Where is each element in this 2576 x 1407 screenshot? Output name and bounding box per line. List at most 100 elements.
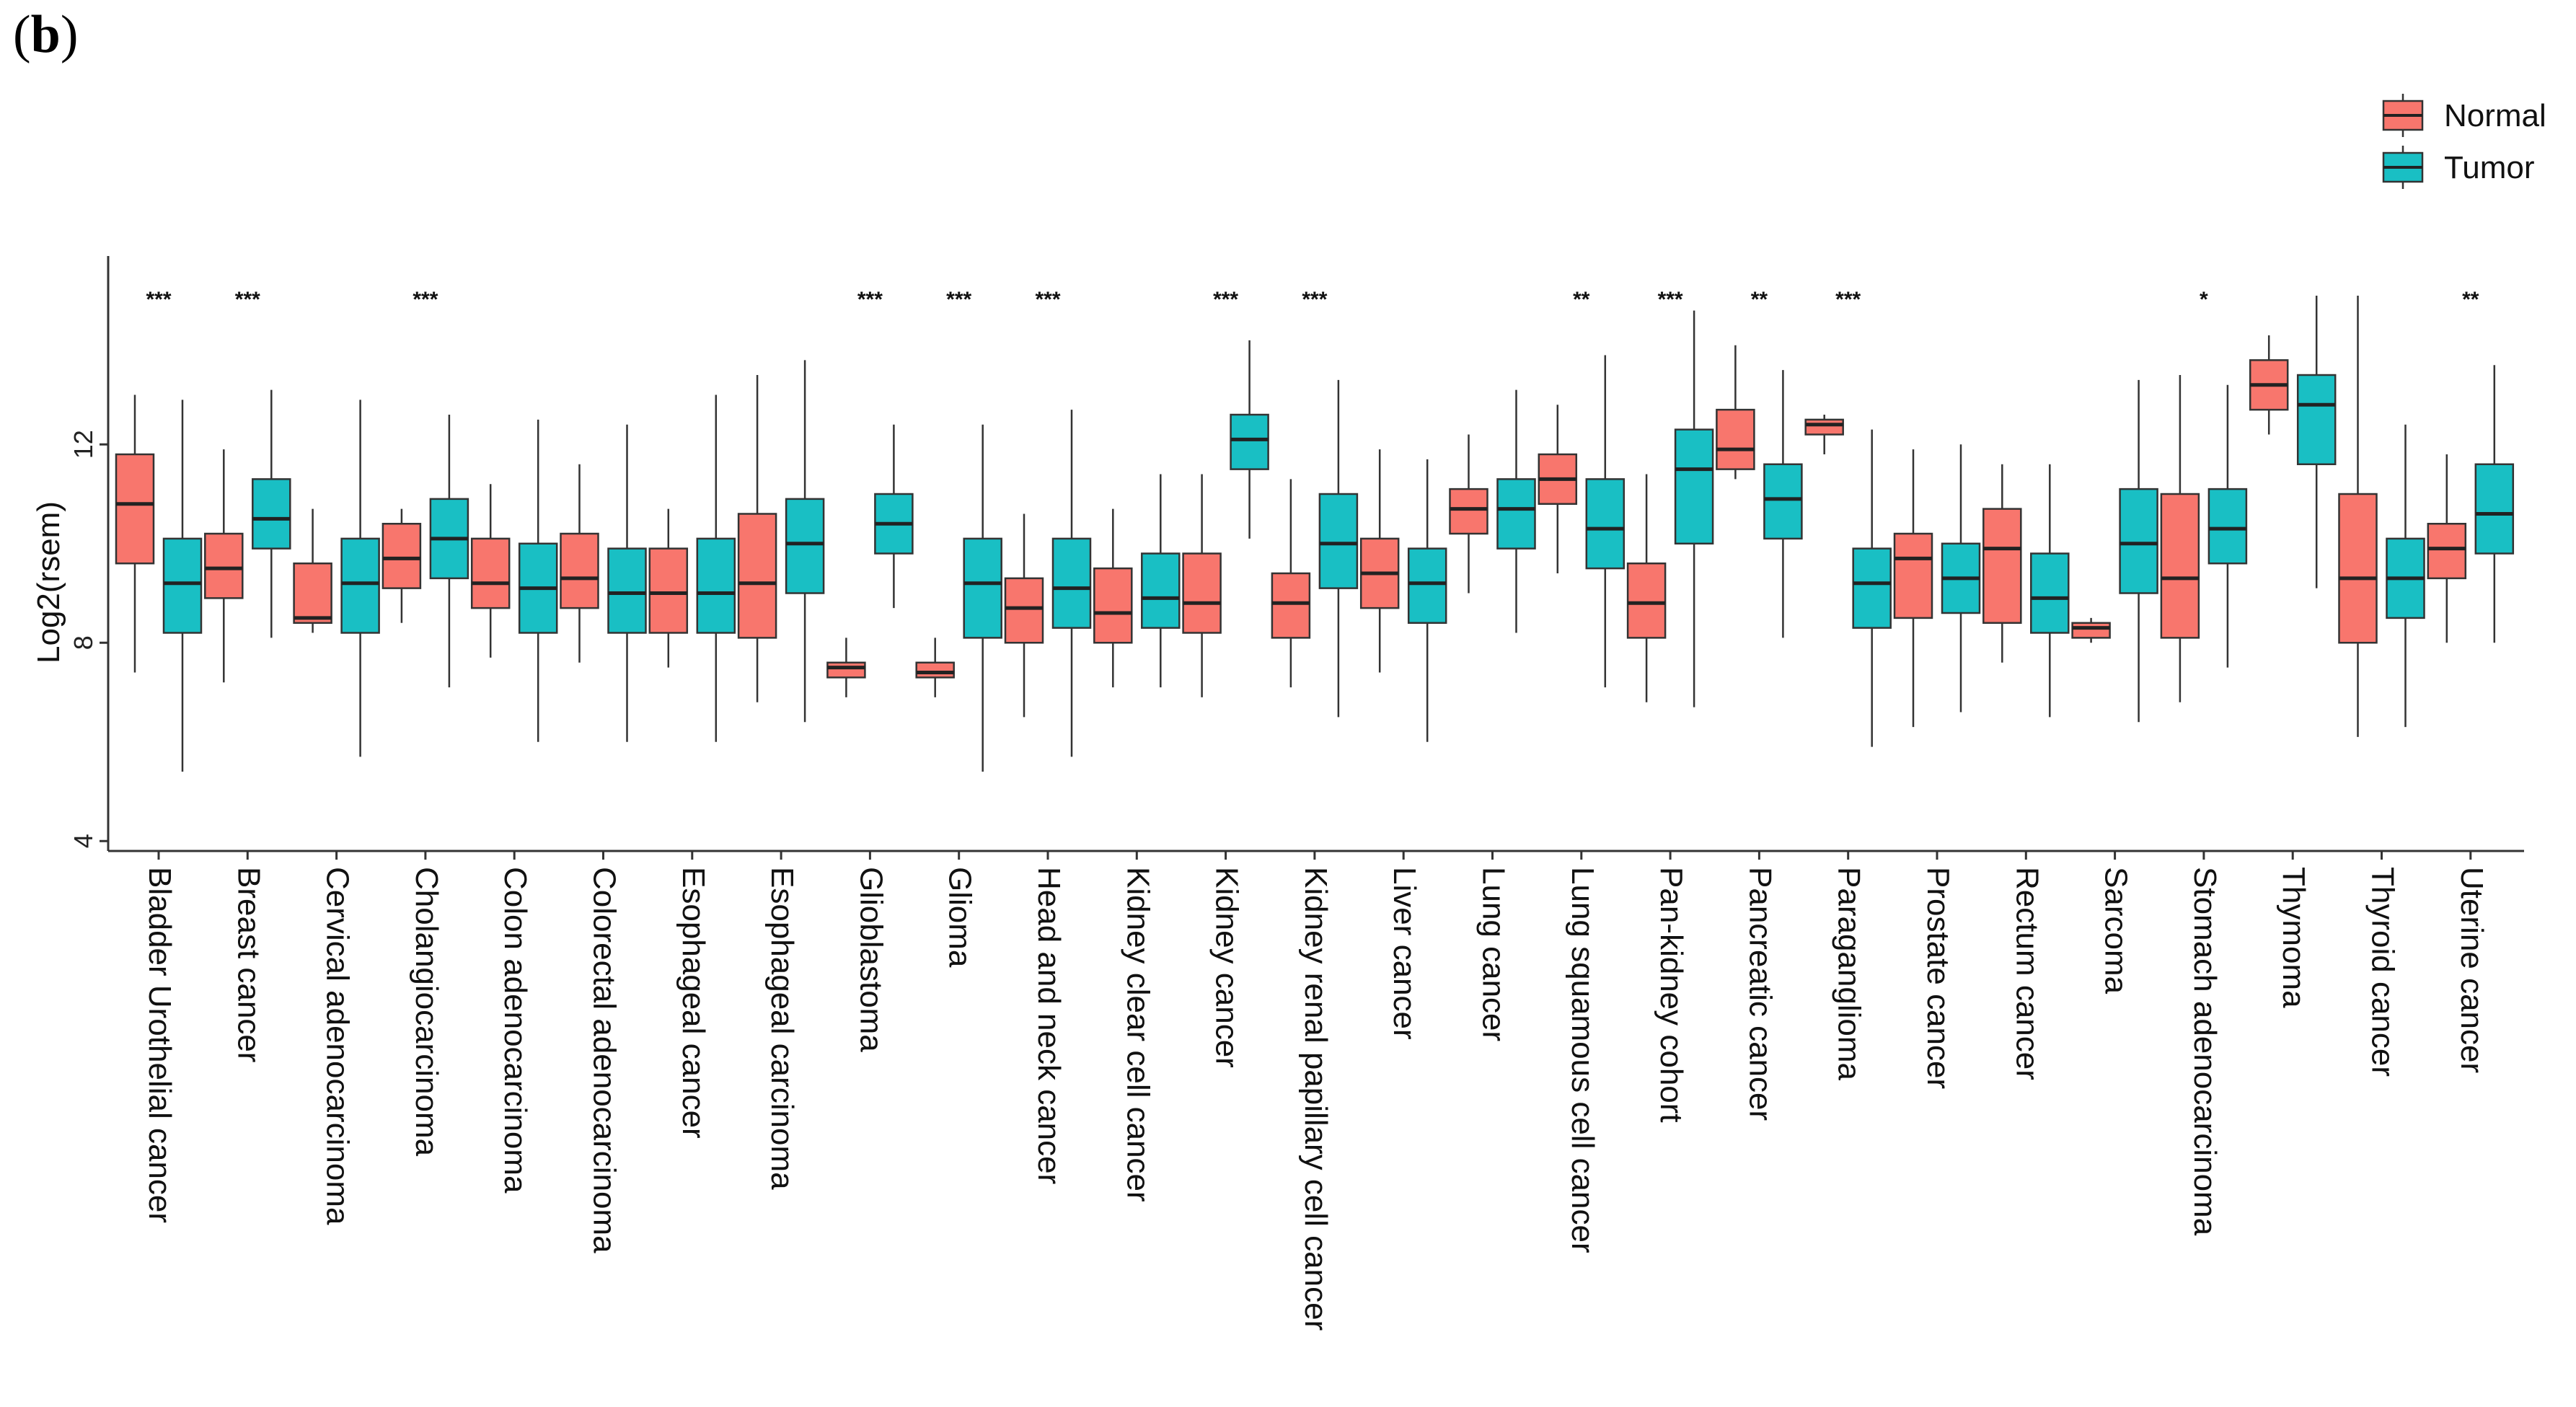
box-tumor	[1230, 340, 1269, 539]
box-tumor	[1585, 355, 1626, 688]
y-axis-label: Log2(rsem)	[31, 501, 66, 663]
box-normal	[2071, 617, 2111, 643]
box-tumor	[1674, 310, 1714, 707]
panel-letter: b	[30, 5, 61, 64]
box-tumor	[963, 424, 1002, 772]
box-tumor	[2207, 384, 2248, 668]
x-tick-label: Cervical adenocarcinoma	[320, 867, 356, 1225]
x-tick-label: Pancreatic cancer	[1742, 867, 1778, 1121]
x-tick-label: Esophageal cancer	[676, 867, 711, 1139]
significance-label: ***	[1035, 288, 1060, 312]
box-body	[1626, 563, 1667, 639]
box-normal	[381, 508, 422, 623]
box-normal	[1093, 508, 1133, 688]
x-tick-label: Head and neck cancer	[1031, 867, 1067, 1184]
box-normal	[1893, 449, 1933, 728]
box-body	[1141, 552, 1181, 629]
box-tumor	[518, 419, 558, 742]
box-tumor	[696, 394, 736, 742]
significance-label: ***	[946, 288, 971, 312]
box-normal	[2338, 296, 2378, 737]
x-tick-label: Kidney renal papillary cell cancer	[1298, 867, 1333, 1331]
x-tick-label: Kidney cancer	[1209, 867, 1245, 1068]
box-body	[737, 513, 777, 639]
x-tick-label: Rectum cancer	[2009, 867, 2045, 1080]
box-tumor	[1051, 410, 1092, 757]
box-tumor	[2386, 424, 2425, 728]
x-tick-label: Uterine cancer	[2454, 867, 2489, 1073]
box-normal	[560, 464, 599, 663]
box-normal	[1271, 479, 1311, 688]
significance-label: ***	[1213, 288, 1238, 312]
box-body	[1982, 508, 2022, 624]
significance-label: **	[1573, 288, 1590, 312]
box-body	[340, 537, 380, 634]
box-body	[2296, 374, 2337, 465]
box-body	[293, 563, 332, 624]
x-tick-label: Thyroid cancer	[2365, 867, 2401, 1077]
box-body	[1407, 547, 1447, 624]
x-tick-label: Sarcoma	[2099, 867, 2134, 994]
y-tick-label: 8	[69, 635, 98, 650]
box-normal	[2427, 454, 2467, 643]
box-body	[1763, 463, 1803, 540]
significance-label: ***	[413, 288, 438, 312]
box-body	[1496, 478, 1536, 550]
box-body	[2071, 622, 2111, 639]
box-normal	[1449, 434, 1488, 594]
box-body	[1182, 552, 1222, 634]
x-tick-label: Liver cancer	[1387, 867, 1422, 1040]
box-body	[2030, 552, 2070, 634]
y-tick-label: 4	[69, 834, 98, 848]
box-body	[785, 498, 825, 594]
box-tumor	[607, 424, 647, 742]
box-body	[381, 523, 422, 589]
x-tick-label: Colon adenocarcinoma	[498, 867, 533, 1194]
box-body	[2427, 523, 2467, 580]
box-tumor	[2296, 296, 2337, 588]
box-body	[1893, 532, 1933, 619]
box-normal	[737, 375, 777, 702]
box-body	[560, 532, 599, 609]
panel-label: (b)	[13, 5, 79, 64]
box-body	[470, 537, 511, 609]
box-tumor	[1318, 379, 1359, 718]
box-normal	[1716, 345, 1755, 480]
box-body	[162, 537, 203, 634]
box-tumor	[2030, 464, 2070, 718]
x-tick-label: Glioblastoma	[853, 867, 888, 1052]
x-tick-label: Kidney clear cell cancer	[1120, 867, 1155, 1202]
box-tumor	[340, 400, 380, 757]
box-body	[1093, 567, 1133, 644]
x-tick-label: Bladder Urothelial cancer	[142, 867, 177, 1223]
box-tumor	[1141, 474, 1181, 688]
box-tumor	[785, 360, 825, 723]
legend-label: Tumor	[2444, 150, 2535, 185]
significance-label: ***	[857, 288, 883, 312]
box-body	[1674, 428, 1714, 544]
legend-item-normal: Normal	[2382, 94, 2546, 137]
box-body	[826, 661, 866, 679]
box-body	[1716, 408, 1755, 470]
box-body	[915, 661, 955, 679]
box-body	[1852, 547, 1892, 629]
box-body	[2160, 493, 2200, 639]
box-body	[1449, 488, 1488, 535]
box-normal	[115, 394, 155, 673]
x-tick-label: Glioma	[943, 867, 978, 968]
box-tumor	[252, 389, 291, 638]
box-normal	[1182, 474, 1222, 697]
box-normal	[1359, 449, 1400, 673]
box-body	[1318, 493, 1359, 589]
significance-label: **	[2462, 288, 2479, 312]
box-tumor	[1763, 370, 1803, 638]
x-tick-label: Pan-kidney cohort	[1654, 867, 1689, 1123]
box-body	[607, 547, 647, 634]
box-normal	[915, 638, 955, 697]
box-body	[1004, 577, 1044, 644]
box-tumor	[1407, 459, 1447, 742]
significance-label: ***	[146, 288, 171, 312]
box-body	[648, 547, 689, 634]
x-tick-label: Lung squamous cell cancer	[1565, 867, 1600, 1253]
